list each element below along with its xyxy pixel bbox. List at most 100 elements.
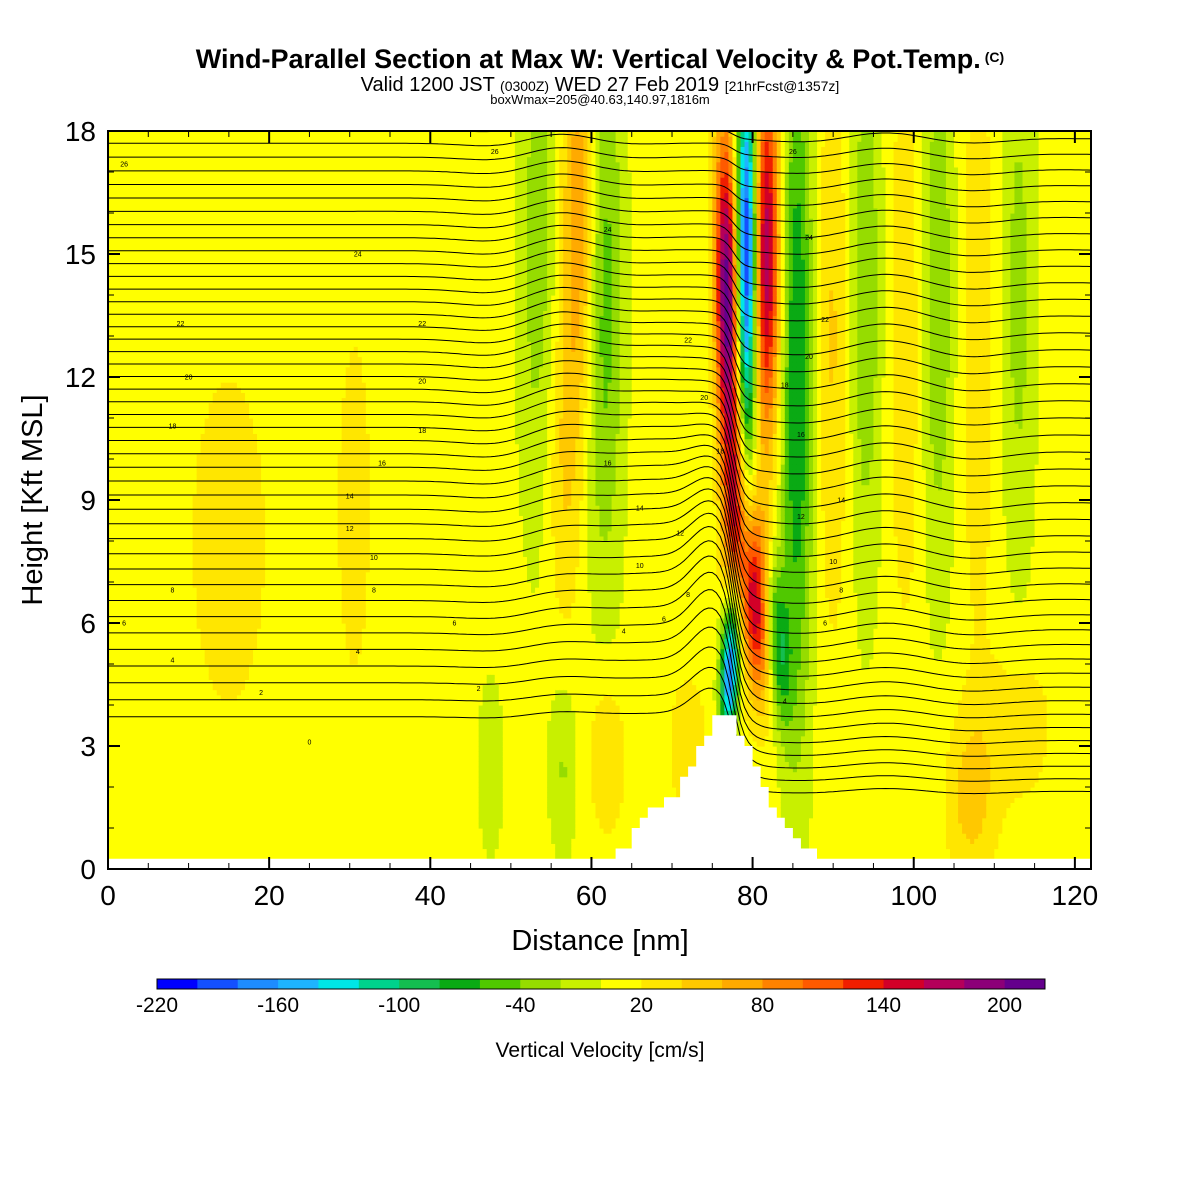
heat-cell	[204, 710, 210, 716]
heat-cell	[220, 156, 226, 163]
heat-cell	[176, 248, 182, 255]
heat-cell	[172, 751, 178, 757]
heat-cell	[236, 136, 242, 142]
heat-cell	[196, 371, 202, 378]
heat-cell	[124, 284, 129, 291]
heat-cell	[112, 720, 117, 727]
heat-cell	[200, 684, 206, 691]
heat-cell	[156, 643, 161, 650]
heat-cell	[140, 274, 145, 281]
heat-cell	[192, 474, 198, 481]
heat-cell	[196, 664, 202, 670]
heat-cell	[168, 151, 174, 158]
heat-cell	[224, 453, 230, 460]
heat-cell	[208, 592, 214, 598]
heat-cell	[152, 705, 157, 711]
heat-cell	[216, 213, 222, 219]
heat-cell	[108, 751, 113, 757]
heat-cell	[160, 807, 165, 814]
heat-cell	[228, 469, 234, 475]
heat-cell	[228, 156, 234, 163]
heat-cell	[112, 848, 117, 855]
heat-cell	[132, 776, 137, 783]
heat-cell	[168, 166, 174, 173]
heat-cell	[176, 771, 182, 778]
heat-cell	[196, 141, 202, 147]
heat-cell	[212, 453, 218, 460]
heat-cell	[152, 254, 157, 260]
heat-cell	[164, 638, 170, 645]
heat-cell	[148, 187, 153, 194]
heat-cell	[140, 802, 145, 809]
heat-cell	[220, 828, 226, 834]
heat-cell	[152, 838, 157, 844]
heat-cell	[176, 346, 182, 352]
heat-cell	[128, 781, 133, 788]
heat-cell	[124, 515, 129, 522]
heat-cell	[120, 330, 125, 337]
heat-cell	[172, 756, 178, 762]
heat-cell	[216, 648, 222, 655]
heat-cell	[160, 546, 165, 552]
heat-cell	[144, 679, 149, 686]
heat-cell	[196, 705, 202, 711]
heat-cell	[160, 305, 165, 311]
heat-cell	[180, 653, 186, 660]
heat-cell	[108, 284, 113, 291]
heat-cell	[232, 587, 238, 593]
heat-cell	[216, 202, 222, 209]
heat-cell	[172, 710, 178, 716]
heat-cell	[184, 776, 190, 783]
heat-cell	[156, 684, 161, 691]
heat-cell	[172, 254, 178, 260]
heat-cell	[120, 643, 125, 650]
heat-cell	[140, 602, 145, 609]
heat-cell	[144, 689, 149, 696]
heat-cell	[156, 664, 161, 670]
heat-cell	[144, 638, 149, 645]
heat-cell	[116, 781, 121, 788]
heat-cell	[220, 479, 226, 486]
heat-cell	[108, 166, 113, 173]
heat-cell	[204, 643, 210, 650]
heat-cell	[232, 418, 238, 424]
heat-cell	[148, 228, 153, 235]
heat-cell	[128, 248, 133, 255]
velocity-field	[108, 131, 1091, 869]
heat-cell	[160, 151, 165, 158]
heat-cell	[224, 699, 230, 706]
heat-cell	[204, 848, 210, 855]
heat-cell	[208, 725, 214, 732]
heat-cell	[196, 730, 202, 737]
heat-cell	[168, 541, 174, 547]
heat-cell	[204, 505, 210, 511]
heat-cell	[168, 397, 174, 404]
heat-cell	[164, 433, 170, 440]
heat-cell	[172, 771, 178, 778]
heat-cell	[180, 161, 186, 168]
heat-cell	[152, 802, 157, 809]
heat-cell	[196, 669, 202, 675]
heat-cell	[184, 233, 190, 240]
heat-cell	[136, 653, 141, 660]
heat-cell	[152, 300, 157, 306]
heat-cell	[112, 187, 117, 194]
heat-cell	[148, 274, 153, 281]
heat-cell	[236, 797, 242, 803]
heat-cell	[164, 243, 170, 250]
heat-cell	[180, 177, 186, 183]
heat-cell	[240, 674, 246, 680]
heat-cell	[184, 146, 190, 153]
heat-cell	[108, 822, 113, 829]
heat-cell	[120, 740, 125, 747]
heat-cell	[108, 438, 113, 445]
heat-cell	[136, 776, 141, 783]
heat-cell	[196, 228, 202, 235]
heat-cell	[192, 576, 198, 583]
heat-cell	[108, 735, 113, 742]
heat-cell	[240, 392, 246, 399]
heat-cell	[208, 848, 214, 855]
heat-cell	[240, 638, 246, 645]
heat-cell	[136, 161, 141, 168]
heat-cell	[216, 776, 222, 783]
